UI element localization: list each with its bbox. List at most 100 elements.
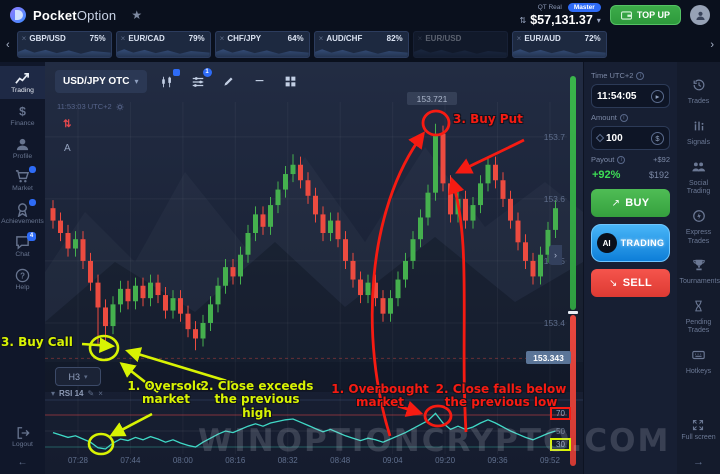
pair-tab-aud-chf[interactable]: × AUD/CHF 82% bbox=[313, 31, 409, 58]
rail-item-tournaments[interactable]: Tournaments bbox=[677, 258, 720, 287]
user-icon bbox=[15, 137, 30, 152]
info-icon[interactable]: i bbox=[619, 113, 628, 122]
sidebar-items: Trading $ Finance Profile Market Achievements… bbox=[0, 66, 45, 296]
top-up-label: TOP UP bbox=[636, 10, 670, 20]
account-balance-block[interactable]: QT Real Master ⇅ $57,131.37 ▾ bbox=[520, 3, 601, 27]
remove-indicator-icon[interactable]: × bbox=[98, 389, 103, 398]
tabs-scroll-right[interactable]: › bbox=[710, 38, 714, 51]
sidebar-item-achievements[interactable]: Achievements bbox=[0, 197, 45, 230]
hotkeys-icon bbox=[691, 348, 706, 365]
amount-value: 100 bbox=[606, 132, 623, 144]
sentiment-bar-buyers bbox=[570, 76, 576, 310]
pair-label: EUR/AUD bbox=[524, 34, 561, 43]
peak-price-tooltip: 153.721 bbox=[407, 92, 457, 105]
sidebar-item-market[interactable]: Market bbox=[0, 164, 45, 197]
rail-item-pending-trades[interactable]: Pending Trades bbox=[677, 299, 720, 336]
info-icon[interactable]: i bbox=[636, 71, 645, 80]
minus-icon: − bbox=[254, 72, 265, 90]
gear-icon[interactable] bbox=[116, 103, 124, 111]
drawing-tools-button[interactable] bbox=[218, 72, 240, 92]
chat-icon: 4 bbox=[15, 231, 36, 250]
edit-indicator-icon[interactable]: ✎ bbox=[87, 389, 95, 398]
close-icon[interactable]: × bbox=[417, 34, 423, 43]
text-tool-marker[interactable]: A bbox=[64, 143, 71, 154]
pair-tab-eur-aud[interactable]: × EUR/AUD 72% bbox=[511, 31, 607, 58]
rail-item-express-trades[interactable]: Express Trades bbox=[677, 209, 720, 246]
close-icon[interactable]: × bbox=[219, 34, 225, 43]
sell-button[interactable]: ↘ SELL bbox=[591, 269, 670, 297]
favorite-star-icon[interactable]: ★ bbox=[131, 8, 143, 22]
mini-chart bbox=[215, 49, 309, 57]
full-screen-button[interactable]: Full screen bbox=[681, 419, 716, 442]
rail-item-hotkeys[interactable]: Hotkeys bbox=[677, 348, 720, 377]
chart-toolbar: USD/JPY OTC ▾ 1 − bbox=[55, 67, 302, 93]
close-icon[interactable]: × bbox=[21, 34, 27, 43]
time-axis-label: 07:28 bbox=[67, 456, 89, 465]
time-axis-label: 07:44 bbox=[120, 456, 141, 465]
pencil-icon bbox=[224, 77, 233, 86]
sidebar-item-finance[interactable]: $ Finance bbox=[0, 99, 45, 132]
rail-item-trades[interactable]: Trades bbox=[677, 78, 720, 107]
top-up-button[interactable]: TOP UP bbox=[609, 5, 681, 25]
chevron-down-icon[interactable]: ▾ bbox=[51, 389, 56, 398]
notification-badge bbox=[29, 166, 36, 174]
chevron-down-icon: ▾ bbox=[134, 77, 139, 86]
layout-grid-button[interactable] bbox=[280, 72, 302, 92]
rail-item-signals[interactable]: Signals bbox=[677, 119, 720, 148]
close-icon[interactable]: × bbox=[120, 34, 126, 43]
indicators-button[interactable]: 1 bbox=[187, 67, 212, 92]
sidebar-item-trading[interactable]: Trading bbox=[0, 66, 45, 99]
sidebar-item-chat[interactable]: 4 Chat bbox=[0, 230, 45, 263]
sidebar-item-help[interactable]: ? Help bbox=[0, 263, 45, 296]
collapse-sidebar-icon[interactable]: ← bbox=[17, 457, 28, 468]
expand-rail-icon[interactable]: → bbox=[692, 456, 704, 468]
brand-name: PocketOption bbox=[33, 8, 116, 23]
logout-icon bbox=[16, 426, 30, 440]
sidebar-item-label: Achievements bbox=[1, 218, 44, 226]
sidebar-item-label: Finance bbox=[10, 119, 35, 127]
tabs-scroll-left[interactable]: ‹ bbox=[6, 38, 10, 51]
close-icon[interactable]: × bbox=[516, 34, 522, 43]
mini-chart bbox=[17, 49, 111, 57]
avatar[interactable] bbox=[690, 5, 710, 25]
pair-tab-eur-cad[interactable]: × EUR/CAD 79% bbox=[115, 31, 211, 58]
sidebar-item-profile[interactable]: Profile bbox=[0, 132, 45, 165]
buy-button[interactable]: ↗ BUY bbox=[591, 189, 670, 217]
balance-dropdown-caret[interactable]: ▾ bbox=[596, 15, 601, 25]
symbol-selector[interactable]: USD/JPY OTC ▾ bbox=[55, 70, 147, 93]
rail-bottom: Full screen → bbox=[681, 413, 716, 468]
svg-text:?: ? bbox=[20, 271, 25, 280]
pair-label: AUD/CHF bbox=[326, 34, 363, 43]
pair-tab-chf-jpy[interactable]: × CHF/JPY 64% bbox=[214, 31, 310, 58]
pair-label: CHF/JPY bbox=[227, 34, 262, 43]
drawing-marker-icon[interactable]: ⇅ bbox=[63, 119, 72, 130]
payout-percent: +92% bbox=[592, 169, 621, 181]
sidebar-item-logout[interactable]: Logout bbox=[0, 421, 45, 453]
current-price-badge: 153.343 bbox=[526, 351, 571, 364]
pair-tab-eur-usd[interactable]: × EUR/USD bbox=[412, 31, 508, 58]
currency-icon[interactable]: $ bbox=[651, 131, 664, 145]
amount-input[interactable]: 100 $ bbox=[591, 126, 670, 150]
close-icon[interactable]: × bbox=[318, 34, 324, 43]
balance-switch-icon[interactable]: ⇅ bbox=[519, 15, 527, 25]
signals-icon bbox=[692, 119, 706, 136]
expiration-time-input[interactable]: 11:54:05 ▸ bbox=[591, 84, 670, 108]
asset-tabs-list: × GBP/USD 75% × EUR/CAD 79% × CHF/JPY 64% × AUD/CH… bbox=[16, 31, 607, 58]
info-icon[interactable]: i bbox=[617, 155, 626, 164]
time-mode-icon[interactable]: ▸ bbox=[651, 89, 664, 103]
rsi-level-30: 30 bbox=[550, 438, 571, 451]
chart-area[interactable]: USD/JPY OTC ▾ 1 − bbox=[45, 62, 583, 474]
timeframe-button[interactable]: H3 ▾ bbox=[55, 367, 101, 386]
chart-type-button[interactable] bbox=[156, 68, 180, 92]
wallet-icon bbox=[620, 10, 632, 20]
rail-item-social-trading[interactable]: Social Trading bbox=[677, 160, 720, 197]
expiration-time-value: 11:54:05 bbox=[597, 90, 637, 102]
award-icon bbox=[15, 199, 36, 218]
zoom-out-button[interactable]: − bbox=[249, 72, 271, 92]
mini-chart bbox=[413, 49, 507, 57]
pair-tab-gbp-usd[interactable]: × GBP/USD 75% bbox=[16, 31, 112, 58]
ai-trading-button[interactable]: AI TRADING bbox=[591, 224, 670, 262]
panel-collapse-handle[interactable]: › bbox=[549, 245, 562, 265]
right-rail: Trades Signals Social Trading Express Trade… bbox=[677, 62, 720, 474]
payout-percent: 82% bbox=[386, 34, 403, 43]
